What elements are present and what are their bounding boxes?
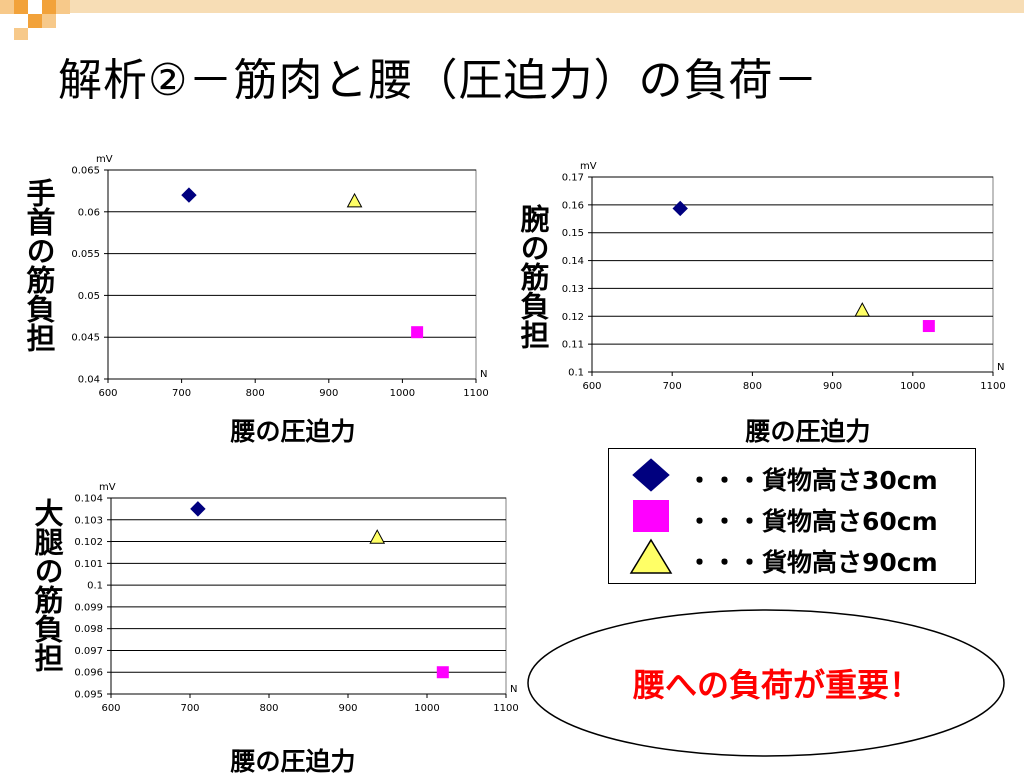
- wrist-ytick-label: 0.045: [71, 333, 100, 344]
- arm-point-square: [922, 320, 935, 333]
- arm-chart-xlabel: 腰の圧迫力: [745, 417, 871, 446]
- thigh-xtick-label: 1100: [493, 703, 518, 714]
- thigh-ytick-label: 0.104: [74, 494, 103, 505]
- legend-label: ・・・貨物高さ90cm: [687, 548, 938, 577]
- legend-label: ・・・貨物高さ30cm: [687, 466, 938, 495]
- thigh-ytick-label: 0.1: [87, 581, 103, 592]
- corner-decoration: [0, 0, 1024, 40]
- thigh-point-square: [436, 666, 449, 679]
- arm-xtick-label: 600: [582, 381, 601, 392]
- wrist-xtick-label: 700: [172, 388, 191, 399]
- thigh-ytick-label: 0.097: [74, 646, 103, 657]
- wrist-xtick-label: 1000: [390, 388, 415, 399]
- wrist-xtick-label: 1100: [463, 388, 488, 399]
- arm-ytick-label: 0.13: [562, 284, 584, 295]
- thigh-y-unit: mV: [99, 482, 116, 493]
- arm-ytick-label: 0.17: [562, 173, 584, 184]
- wrist-chart-ylabel: 手首の筋負担: [22, 178, 56, 352]
- callout-ellipse: [527, 609, 1005, 757]
- arm-ytick-label: 0.14: [562, 256, 584, 267]
- wrist-plot-area: [107, 169, 477, 380]
- thigh-xtick-label: 800: [259, 703, 278, 714]
- thigh-xtick-label: 600: [101, 703, 120, 714]
- slide-title: 解析②－筋肉と腰（圧迫力）の負荷－: [58, 55, 819, 106]
- thigh-point-triangle: [369, 529, 386, 544]
- wrist-point-diamond: [181, 187, 197, 203]
- thigh-plot-area: [110, 497, 507, 695]
- arm-y-unit: mV: [580, 161, 597, 172]
- wrist-ytick-label: 0.06: [78, 207, 100, 218]
- arm-xtick-label: 1100: [980, 381, 1005, 392]
- arm-ytick-label: 0.1: [568, 368, 584, 379]
- legend-label: ・・・貨物高さ60cm: [687, 507, 938, 536]
- arm-ytick-label: 0.12: [562, 312, 584, 323]
- thigh-ytick-label: 0.101: [74, 559, 103, 570]
- thigh-chart-plot: 0.095 0.096 0.097 0.098 0.099 0.1 0.101 0.102 0.…: [74, 482, 518, 714]
- thigh-xtick-label: 900: [338, 703, 357, 714]
- thigh-ytick-label: 0.103: [74, 515, 103, 526]
- arm-xtick-label: 900: [823, 381, 842, 392]
- wrist-ytick-label: 0.065: [71, 166, 100, 177]
- callout-text: 腰への負荷が重要！: [632, 666, 921, 704]
- wrist-ytick-label: 0.04: [78, 375, 100, 386]
- arm-point-triangle: [854, 302, 871, 317]
- wrist-ytick-label: 0.05: [78, 291, 100, 302]
- triangle-marker-icon: [629, 538, 673, 574]
- thigh-x-unit: N: [510, 684, 517, 695]
- wrist-chart: 手首の筋負担 0.04 0.045 0.05 0.055 0.06 0.065 600 700…: [0, 150, 500, 450]
- arm-xtick-label: 800: [743, 381, 762, 392]
- arm-ytick-label: 0.15: [562, 228, 584, 239]
- wrist-chart-xlabel: 腰の圧迫力: [230, 417, 356, 446]
- wrist-xtick-label: 900: [319, 388, 338, 399]
- wrist-xtick-label: 800: [246, 388, 265, 399]
- arm-chart-ylabel: 腕の筋負担: [516, 204, 550, 349]
- thigh-chart-xlabel: 腰の圧迫力: [230, 747, 356, 776]
- arm-x-unit: N: [997, 362, 1004, 373]
- wrist-y-unit: mV: [96, 154, 113, 165]
- arm-ytick-label: 0.16: [562, 200, 584, 211]
- wrist-xtick-label: 600: [98, 388, 117, 399]
- wrist-ytick-label: 0.055: [71, 249, 100, 260]
- legend-item-60cm: ・・・貨物高さ60cm: [609, 496, 975, 536]
- thigh-chart: 大腿の筋負担 0.095 0.096 0.097 0.098 0.099 0.1 0.101…: [0, 470, 530, 776]
- wrist-chart-plot: 0.04 0.045 0.05 0.055 0.06 0.065 600 700 800 900 1…: [71, 154, 488, 399]
- thigh-chart-ylabel: 大腿の筋負担: [30, 498, 64, 672]
- thigh-ytick-label: 0.096: [74, 668, 103, 679]
- diamond-marker-icon: [632, 458, 670, 492]
- thigh-ytick-label: 0.095: [74, 690, 103, 701]
- arm-chart: 腕の筋負担 0.1 0.11 0.12 0.13 0.14 0.15 0.16 0.17 600…: [510, 150, 1024, 450]
- wrist-point-square: [411, 326, 424, 339]
- thigh-xtick-label: 1000: [414, 703, 439, 714]
- thigh-point-diamond: [190, 501, 206, 517]
- thigh-ytick-label: 0.099: [74, 602, 103, 613]
- legend-item-90cm: ・・・貨物高さ90cm: [609, 537, 975, 577]
- arm-xtick-label: 700: [663, 381, 682, 392]
- wrist-x-unit: N: [480, 369, 487, 380]
- arm-point-diamond: [672, 200, 688, 217]
- arm-xtick-label: 1000: [900, 381, 925, 392]
- arm-ytick-label: 0.11: [562, 340, 584, 351]
- wrist-point-triangle: [346, 192, 363, 208]
- thigh-ytick-label: 0.098: [74, 624, 103, 635]
- arm-chart-plot: 0.1 0.11 0.12 0.13 0.14 0.15 0.16 0.17 600 700 800…: [562, 161, 1006, 392]
- arm-plot-area: [591, 176, 994, 373]
- thigh-ytick-label: 0.102: [74, 537, 103, 548]
- square-marker-icon: [633, 500, 669, 532]
- thigh-xtick-label: 700: [180, 703, 199, 714]
- legend: ・・・貨物高さ30cm ・・・貨物高さ60cm ・・・貨物高さ90cm: [608, 448, 976, 584]
- legend-item-30cm: ・・・貨物高さ30cm: [609, 455, 975, 495]
